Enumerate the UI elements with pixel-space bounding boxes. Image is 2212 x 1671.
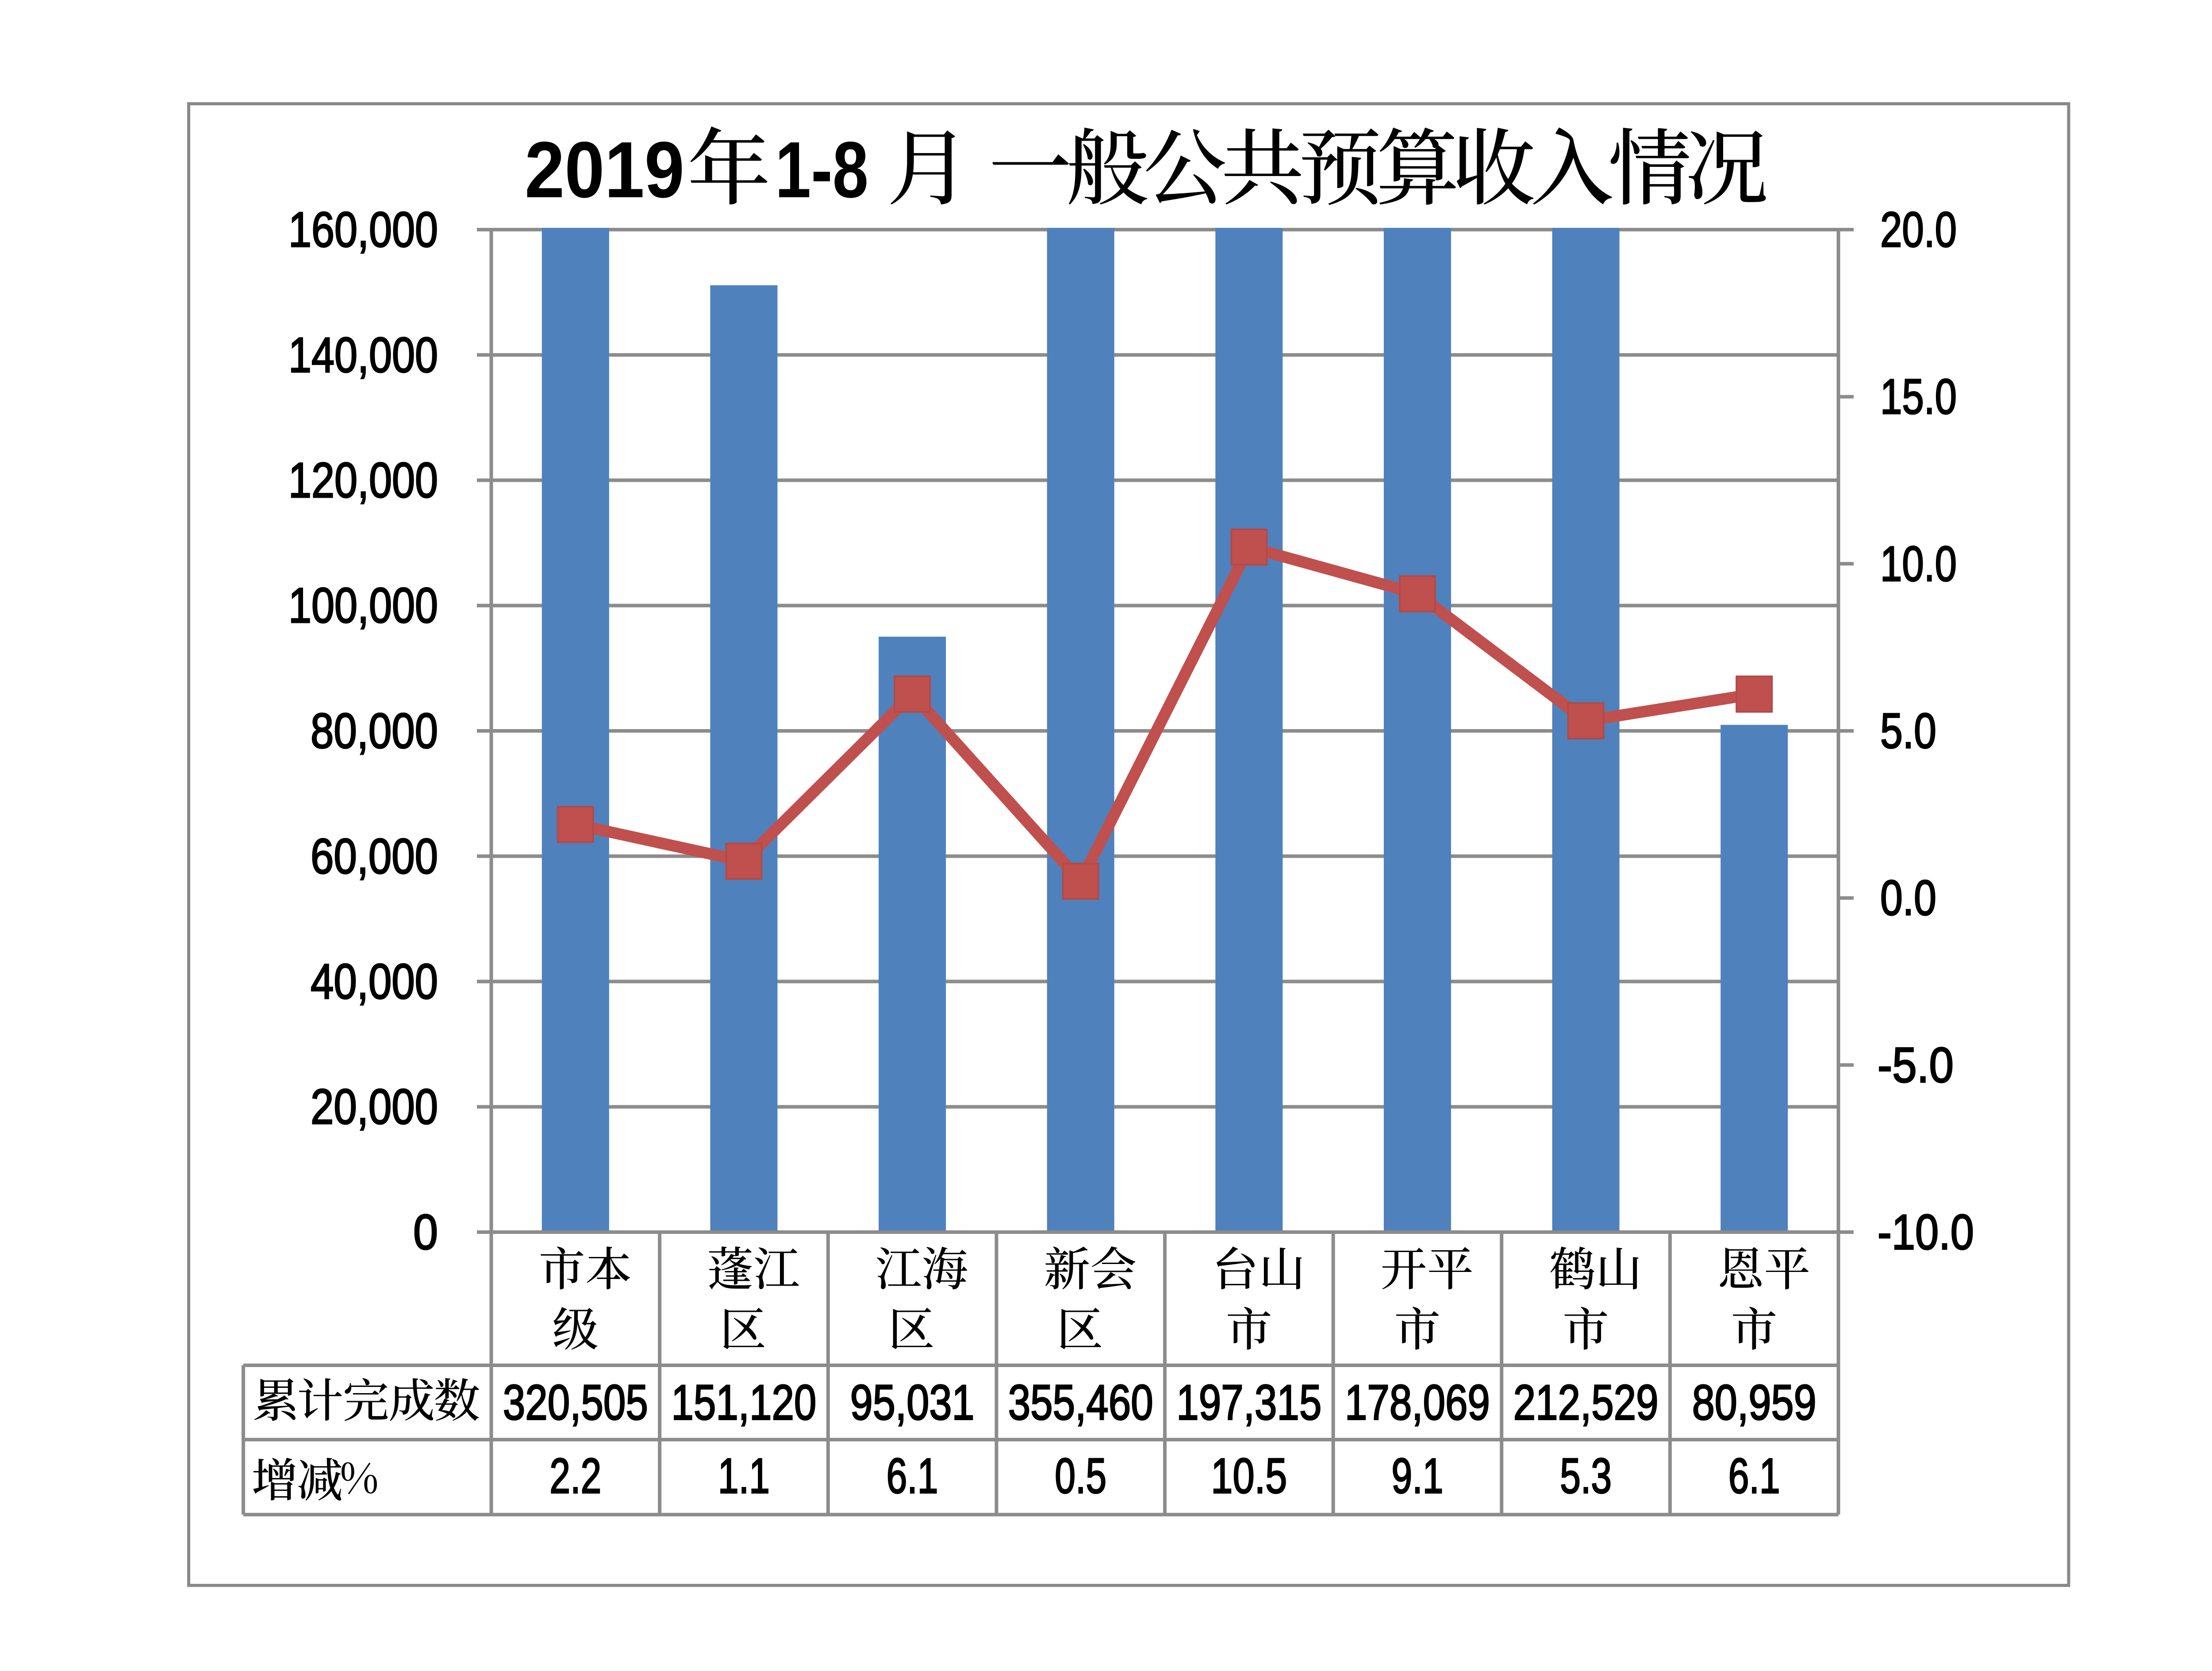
- svg-text:197,315: 197,315: [1176, 1375, 1321, 1430]
- svg-text:6.1: 6.1: [1728, 1448, 1780, 1504]
- svg-text:-5.0: -5.0: [1878, 1037, 1954, 1093]
- svg-text:2.2: 2.2: [549, 1448, 601, 1504]
- svg-text:40,000: 40,000: [311, 954, 438, 1009]
- svg-text:20,000: 20,000: [311, 1079, 438, 1134]
- svg-text:10.0: 10.0: [1880, 536, 1957, 592]
- svg-text:10.5: 10.5: [1211, 1448, 1287, 1504]
- svg-text:80,000: 80,000: [311, 703, 438, 759]
- svg-text:160,000: 160,000: [288, 202, 438, 257]
- svg-text:1.1: 1.1: [718, 1448, 770, 1504]
- svg-text:100,000: 100,000: [288, 578, 438, 633]
- svg-text:0: 0: [413, 1205, 438, 1260]
- svg-text:151,120: 151,120: [671, 1375, 816, 1430]
- svg-text:0.0: 0.0: [1880, 870, 1936, 926]
- svg-text:0.5: 0.5: [1055, 1448, 1106, 1504]
- svg-text:355,460: 355,460: [1008, 1375, 1153, 1430]
- svg-text:60,000: 60,000: [311, 829, 438, 884]
- svg-text:15.0: 15.0: [1880, 369, 1957, 424]
- svg-text:6.1: 6.1: [887, 1448, 938, 1504]
- svg-text:20.0: 20.0: [1880, 202, 1957, 257]
- svg-text:9.1: 9.1: [1391, 1448, 1443, 1504]
- svg-text:-10.0: -10.0: [1878, 1205, 1974, 1260]
- svg-text:95,031: 95,031: [850, 1375, 975, 1430]
- svg-text:120,000: 120,000: [288, 453, 438, 508]
- svg-text:140,000: 140,000: [288, 327, 438, 383]
- svg-text:178,069: 178,069: [1345, 1375, 1490, 1430]
- svg-text:80,959: 80,959: [1692, 1375, 1816, 1430]
- svg-text:212,529: 212,529: [1513, 1375, 1659, 1430]
- svg-text:1-8: 1-8: [775, 126, 868, 215]
- svg-text:320,505: 320,505: [503, 1375, 648, 1430]
- svg-text:5.3: 5.3: [1560, 1448, 1612, 1504]
- svg-text:5.0: 5.0: [1880, 703, 1936, 759]
- svg-text:2019: 2019: [525, 126, 684, 215]
